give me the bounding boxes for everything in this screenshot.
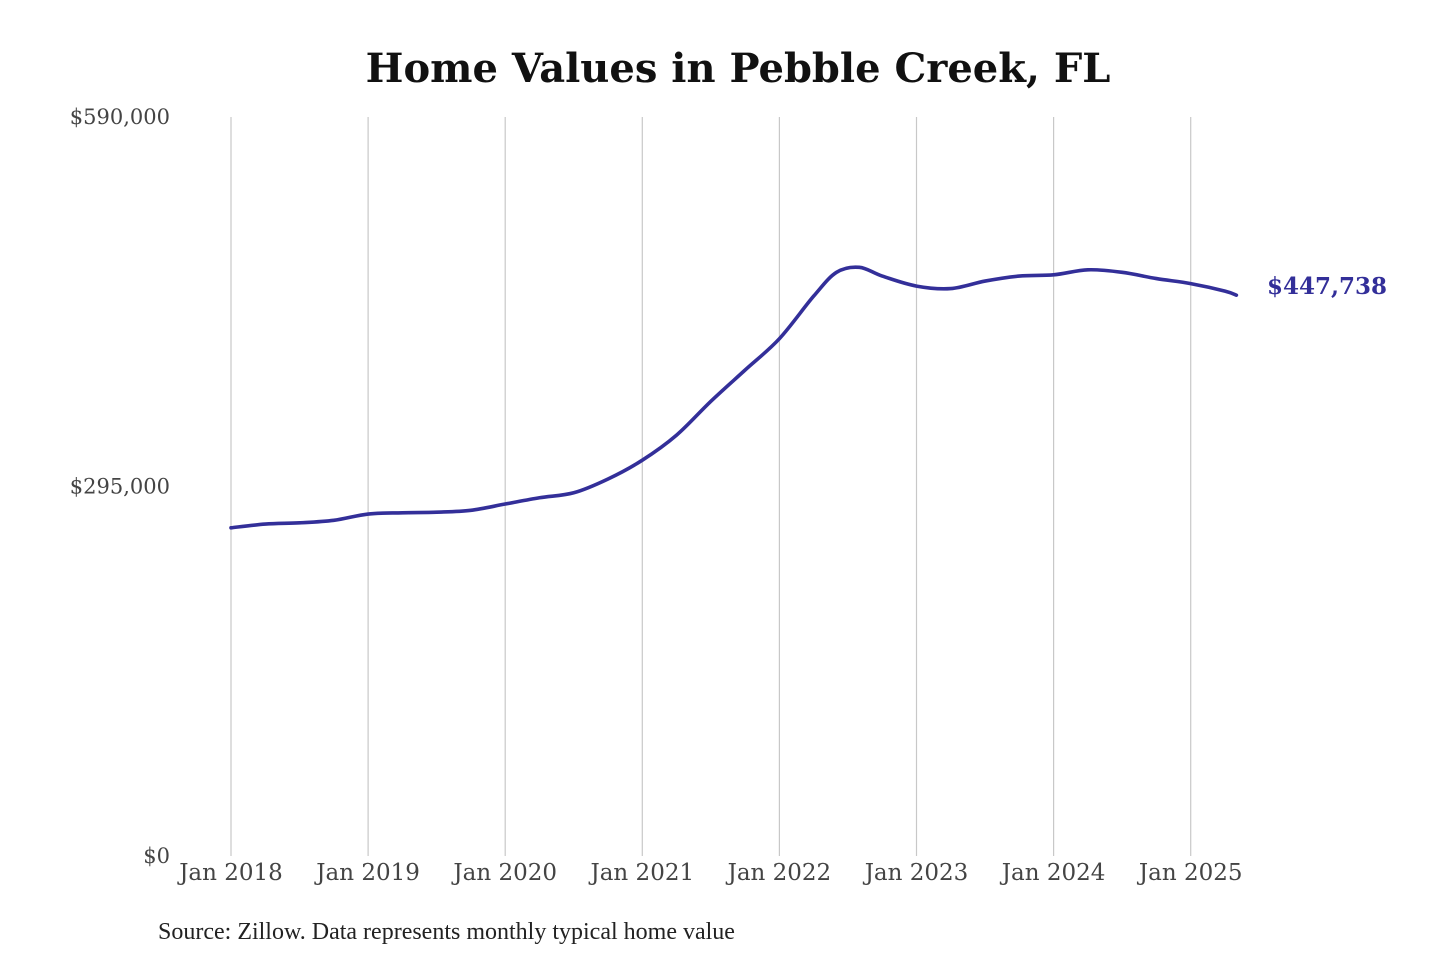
x-tick-label: Jan 2021	[589, 860, 695, 886]
y-axis-tick-labels: $0 $295,000 $590,000	[70, 105, 170, 868]
series-layer	[229, 265, 1239, 530]
x-tick-label: Jan 2024	[1000, 860, 1106, 886]
y-tick-label: $0	[143, 844, 170, 868]
last-value-label: $447,738	[1267, 273, 1387, 300]
x-tick-label: Jan 2023	[863, 860, 969, 886]
x-tick-label: Jan 2022	[726, 860, 832, 886]
home-value-line	[229, 265, 1239, 530]
x-tick-label: Jan 2018	[177, 860, 283, 886]
x-tick-label: Jan 2020	[451, 860, 557, 886]
x-tick-label: Jan 2025	[1137, 860, 1243, 886]
y-tick-label: $295,000	[70, 475, 170, 499]
y-tick-label: $590,000	[70, 105, 170, 129]
vertical-gridlines	[230, 117, 1192, 856]
x-axis-tick-labels: Jan 2018 Jan 2019 Jan 2020 Jan 2021 Jan 2022…	[177, 860, 1242, 886]
source-note: Source: Zillow. Data represents monthly …	[158, 919, 735, 945]
x-tick-label: Jan 2019	[314, 860, 420, 886]
chart-title: Home Values in Pebble Creek, FL	[366, 45, 1111, 92]
